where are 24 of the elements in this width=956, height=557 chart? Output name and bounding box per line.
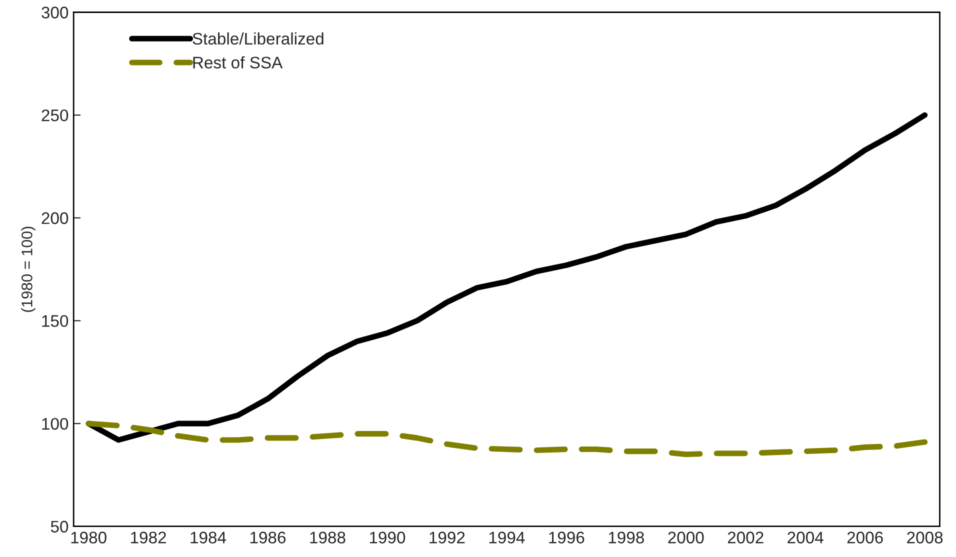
x-tick-label: 2000 (668, 532, 704, 544)
y-tick-label: 300 (42, 6, 68, 18)
y-tick-label: 150 (42, 315, 68, 327)
x-tick-label: 1996 (549, 532, 584, 544)
x-tick-label: 2002 (728, 532, 764, 544)
y-tick-label: 50 (50, 520, 68, 533)
x-tick-label: 2006 (847, 532, 883, 544)
x-tick-label: 1990 (370, 532, 406, 544)
y-axis-title: (1980 = 100) (21, 226, 36, 312)
x-tick-label: 2008 (907, 532, 943, 544)
y-tick-label: 200 (42, 212, 68, 224)
x-tick-label: 1994 (489, 532, 525, 544)
x-tick-label: 1992 (430, 532, 465, 544)
y-tick-label: 100 (42, 418, 68, 430)
x-tick-label: 1986 (250, 532, 286, 544)
x-tick-label: 1998 (608, 532, 644, 544)
x-tick-label: 1984 (190, 532, 226, 544)
legend-label: Stable/Liberalized (192, 32, 324, 45)
y-tick-label: 250 (42, 109, 68, 122)
x-tick-label: 1982 (131, 532, 166, 544)
x-tick-label: 1988 (310, 532, 346, 544)
x-tick-label: 2004 (788, 532, 824, 544)
legend-label: Rest of SSA (193, 56, 283, 69)
x-tick-label: 1980 (71, 532, 106, 544)
